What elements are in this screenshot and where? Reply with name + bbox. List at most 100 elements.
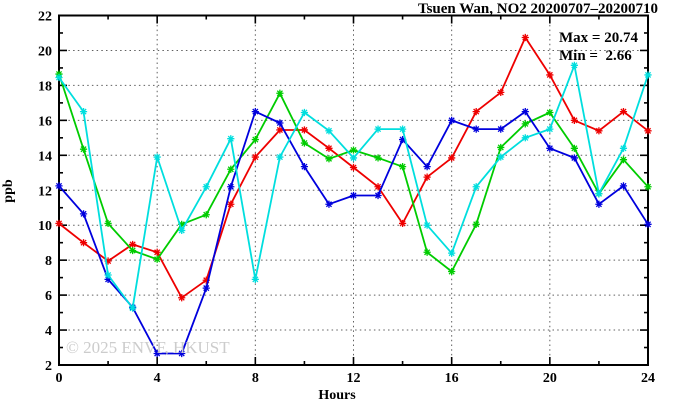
x-tick-label: 12 <box>347 371 361 386</box>
y-axis-label: ppb <box>1 179 16 203</box>
series-blue-marker <box>153 349 161 358</box>
series-red-marker <box>521 33 529 42</box>
series-green-marker <box>129 246 137 255</box>
series-cyan-marker <box>472 183 480 191</box>
x-axis-label: Hours <box>318 388 356 403</box>
series-blue-marker <box>104 275 112 283</box>
series-blue-marker <box>55 182 63 190</box>
series-cyan-marker <box>619 144 628 152</box>
series-blue-marker <box>251 108 259 116</box>
series-blue-marker <box>619 182 628 190</box>
series-green-marker <box>398 163 407 171</box>
series-blue-marker <box>79 210 88 218</box>
y-tick-label: 14 <box>38 149 52 164</box>
series-cyan-marker <box>276 153 284 161</box>
series-blue-marker <box>497 125 505 133</box>
series-red-marker <box>104 257 112 265</box>
series-blue-marker <box>374 191 382 200</box>
series-red-marker <box>202 276 210 284</box>
series-blue-marker <box>448 116 456 124</box>
x-tick-label: 20 <box>543 371 557 386</box>
series-cyan-marker <box>251 275 259 283</box>
series-red-marker <box>448 154 456 162</box>
series-red-marker <box>251 153 259 161</box>
x-tick-label: 4 <box>154 371 161 386</box>
series-cyan-marker <box>55 73 63 82</box>
series-green-marker <box>104 219 112 228</box>
series-red-marker <box>325 144 333 152</box>
series-cyan-marker <box>178 226 186 235</box>
series-cyan-marker <box>79 108 88 116</box>
series-red-marker <box>472 108 480 116</box>
series-blue-marker <box>595 200 603 208</box>
max-label: Max = 20.74 <box>559 30 638 46</box>
series-green-marker <box>276 89 284 97</box>
y-tick-label: 2 <box>45 359 52 374</box>
series-green-marker <box>423 248 431 256</box>
x-tick-label: 24 <box>641 371 655 386</box>
series-green-marker <box>227 165 235 173</box>
x-tick-label: 8 <box>252 371 259 386</box>
series-red-marker <box>595 127 603 135</box>
series-cyan-marker <box>227 135 235 143</box>
series-green-marker <box>570 144 578 152</box>
series-red-marker <box>300 126 309 134</box>
series-green-marker <box>521 120 529 128</box>
series-cyan-marker <box>374 125 382 133</box>
series-blue-marker <box>325 200 333 208</box>
y-tick-label: 18 <box>38 79 52 94</box>
y-tick-label: 12 <box>38 184 52 199</box>
series-red-marker <box>619 108 628 116</box>
y-tick-label: 16 <box>38 114 52 129</box>
series-red-marker <box>423 173 431 181</box>
series-blue-marker <box>276 119 284 127</box>
series-green-marker <box>325 155 333 163</box>
series-green-marker <box>472 220 480 228</box>
series-red-marker <box>546 71 554 79</box>
maxmin-annotation: Max = 20.74 Min = 2.66 <box>559 29 638 65</box>
y-tick-label: 10 <box>38 219 52 234</box>
series-blue-marker <box>521 108 529 116</box>
series-blue-marker <box>423 163 431 171</box>
min-label: Min = 2.66 <box>559 48 632 64</box>
series-blue-marker <box>546 144 554 152</box>
y-tick-label: 8 <box>45 254 52 269</box>
series-red-marker <box>129 240 137 249</box>
series-cyan-marker <box>595 190 603 198</box>
series-blue-marker <box>398 135 407 144</box>
series-green-marker <box>349 146 358 154</box>
series-red-marker <box>644 127 652 135</box>
series-green-marker <box>546 108 554 117</box>
series-green-marker <box>153 255 161 263</box>
series-red-marker <box>497 88 505 96</box>
series-green-marker <box>202 211 210 219</box>
series-cyan-marker <box>104 271 112 279</box>
y-tick-label: 22 <box>38 10 52 25</box>
series-cyan-marker <box>521 134 529 142</box>
chart-title: Tsuen Wan, NO2 20200707–20200710 <box>417 1 658 17</box>
series-red-marker <box>227 200 235 208</box>
series-cyan-marker <box>644 71 652 79</box>
series-cyan-marker <box>497 153 505 161</box>
series-red-marker <box>374 183 382 191</box>
series-cyan-marker <box>325 127 333 135</box>
series-cyan-marker <box>129 304 137 312</box>
series-blue-marker <box>202 284 210 292</box>
series-cyan-marker <box>398 125 407 133</box>
series-blue-marker <box>570 154 578 162</box>
series-green-marker <box>448 267 456 276</box>
series-blue-marker <box>300 163 309 171</box>
series-red-marker <box>79 239 88 247</box>
series-green-marker <box>300 139 309 147</box>
y-tick-label: 6 <box>45 289 52 304</box>
series-red-marker <box>349 163 358 172</box>
y-tick-label: 4 <box>45 324 52 339</box>
series-cyan-marker <box>153 153 161 161</box>
series-cyan-marker <box>546 125 554 133</box>
series-red-marker <box>276 126 284 134</box>
series-blue-marker <box>644 220 652 228</box>
series-red-marker <box>178 294 186 302</box>
series-blue-marker <box>178 349 186 358</box>
series-green-marker <box>619 156 628 164</box>
